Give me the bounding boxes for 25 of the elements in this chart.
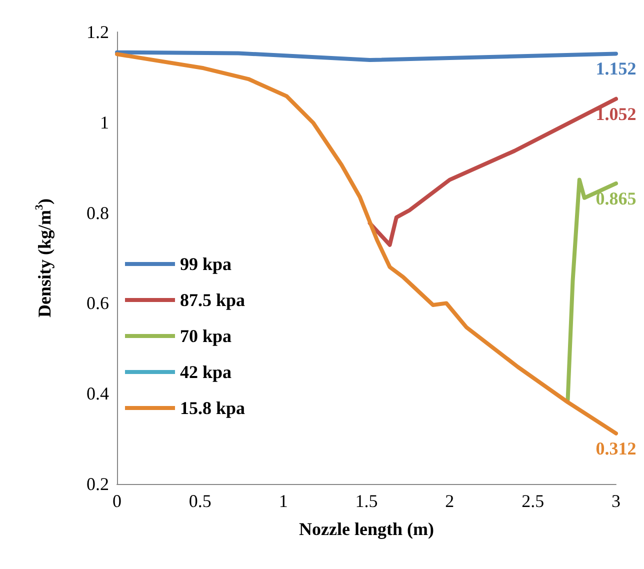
y-axis-title: Density (kg/m3) bbox=[34, 198, 54, 318]
y-tick-label: 1.2 bbox=[86, 22, 109, 42]
y-tick-label: 0.6 bbox=[86, 293, 109, 314]
x-tick-label: 1.5 bbox=[355, 491, 378, 511]
y-tick-label: 1 bbox=[100, 112, 109, 132]
data-label: 0.312 bbox=[596, 438, 636, 458]
x-tick-label: 3 bbox=[612, 491, 620, 511]
x-tick-label: 2 bbox=[445, 491, 454, 511]
y-tick-label: 0.4 bbox=[86, 384, 109, 404]
x-tick-label: 0 bbox=[112, 491, 122, 511]
line-series bbox=[115, 50, 618, 62]
legend-label: 87.5 kpa bbox=[180, 290, 246, 310]
x-tick-label: 1 bbox=[278, 491, 288, 511]
y-tick-label: 0.2 bbox=[86, 474, 109, 494]
legend-label: 15.8 kpa bbox=[180, 398, 246, 418]
x-tick-label: 2.5 bbox=[522, 491, 544, 511]
x-axis-title: Nozzle length (m) bbox=[299, 519, 434, 539]
legend-label: 99 kpa bbox=[180, 254, 232, 274]
legend-label: 42 kpa bbox=[180, 362, 232, 382]
y-tick-label: 0.8 bbox=[86, 202, 109, 223]
data-label: 1.052 bbox=[596, 104, 636, 124]
data-label: 0.865 bbox=[596, 188, 636, 208]
data-label: 1.152 bbox=[596, 58, 636, 79]
legend-label: 70 kpa bbox=[180, 326, 232, 346]
x-tick-label: 0.5 bbox=[188, 491, 212, 511]
